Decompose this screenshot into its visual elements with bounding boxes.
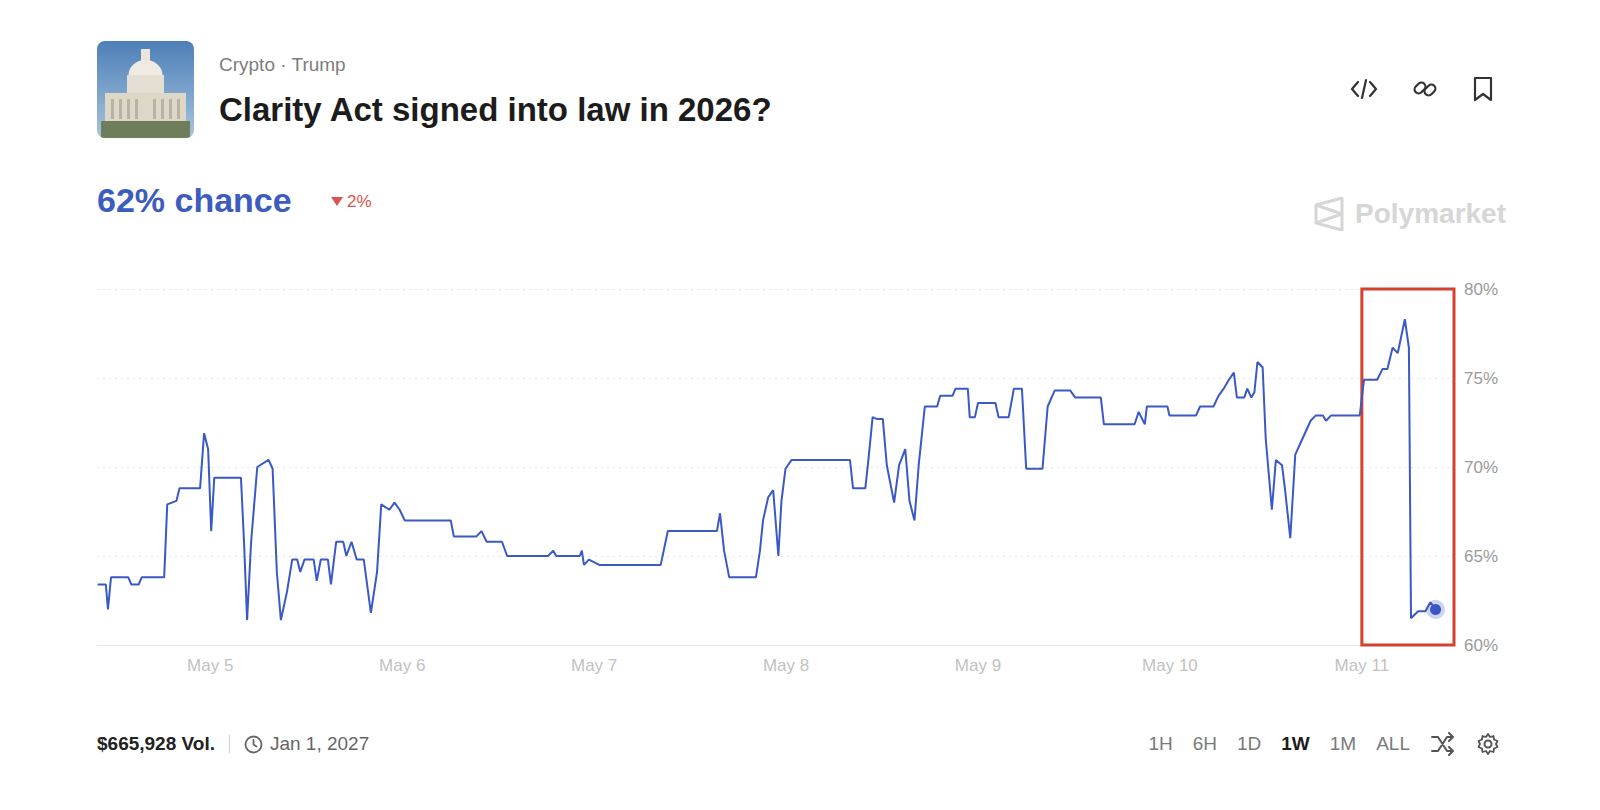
- svg-text:May 10: May 10: [1142, 656, 1198, 675]
- svg-text:May 7: May 7: [571, 656, 617, 675]
- html-text:ALL: ALL: [1376, 733, 1410, 754]
- html-text:$665,928 Vol.: $665,928 Vol.: [97, 733, 215, 754]
- svg-text:May 8: May 8: [763, 656, 809, 675]
- svg-text:60%: 60%: [1464, 636, 1498, 655]
- svg-text:65%: 65%: [1464, 547, 1498, 566]
- svg-text:70%: 70%: [1464, 458, 1498, 477]
- html-text:Crypto · Trump: Crypto · Trump: [219, 54, 346, 75]
- html-text:1H: 1H: [1148, 733, 1173, 754]
- html-text:1D: 1D: [1237, 733, 1262, 754]
- html-text:Clarity Act signed into law in: Clarity Act signed into law in 2026?: [219, 91, 772, 128]
- html-text:1W: 1W: [1281, 733, 1310, 754]
- svg-text:May 6: May 6: [379, 656, 425, 675]
- html-text:62% chance: 62% chance: [97, 181, 292, 219]
- svg-text:May 9: May 9: [955, 656, 1001, 675]
- svg-text:75%: 75%: [1464, 369, 1498, 388]
- html-text:Jan 1, 2027: Jan 1, 2027: [270, 733, 370, 754]
- html-text:6H: 6H: [1192, 733, 1217, 754]
- svg-text:May 5: May 5: [187, 656, 233, 675]
- html-text:2%: 2%: [347, 192, 372, 211]
- html-text:1M: 1M: [1329, 733, 1357, 754]
- svg-text:May 11: May 11: [1335, 656, 1390, 675]
- svg-text:80%: 80%: [1464, 280, 1498, 299]
- html-text:Polymarket: Polymarket: [1355, 198, 1506, 229]
